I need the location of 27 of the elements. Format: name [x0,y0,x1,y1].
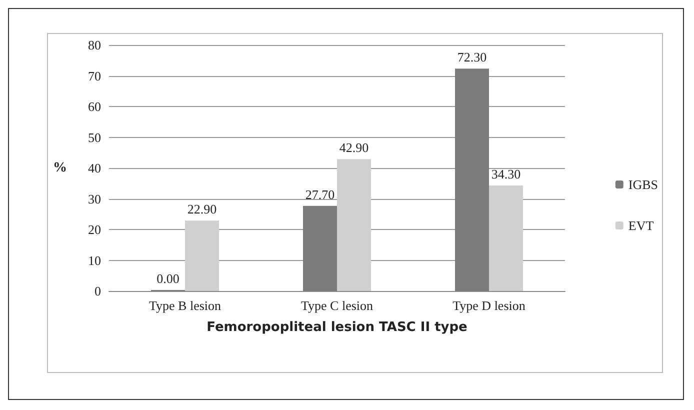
y-tick-label: 0 [94,284,101,298]
bar [337,159,371,291]
y-tick-label: 10 [88,252,101,268]
x-tick-label: Type B lesion [148,298,222,313]
legend-label: IGBS [628,177,658,192]
bar [489,186,523,291]
data-label: 27.70 [305,186,335,202]
data-label: 34.30 [491,166,521,182]
data-label: 22.90 [187,202,217,217]
y-tick-label: 50 [88,130,101,145]
data-label: 42.90 [339,140,369,156]
y-tick-label: 40 [88,160,101,176]
bar [185,220,219,291]
y-tick-label: 80 [88,38,101,52]
x-tick-label: Type D lesion [452,298,526,313]
y-tick-label: 30 [88,191,101,206]
y-tick-label: 60 [88,99,101,114]
bar [455,68,489,291]
data-label: 72.30 [457,50,487,65]
y-tick-label: 20 [88,222,101,237]
y-axis-title: % [53,160,67,176]
data-label: 0.00 [156,271,180,286]
bar [303,206,337,291]
legend-label: EVT [628,218,654,233]
x-tick-label: Type C lesion [300,298,374,313]
y-tick-label: 70 [88,68,101,84]
x-axis-title: Femoropopliteal lesion TASC II type [206,320,468,335]
